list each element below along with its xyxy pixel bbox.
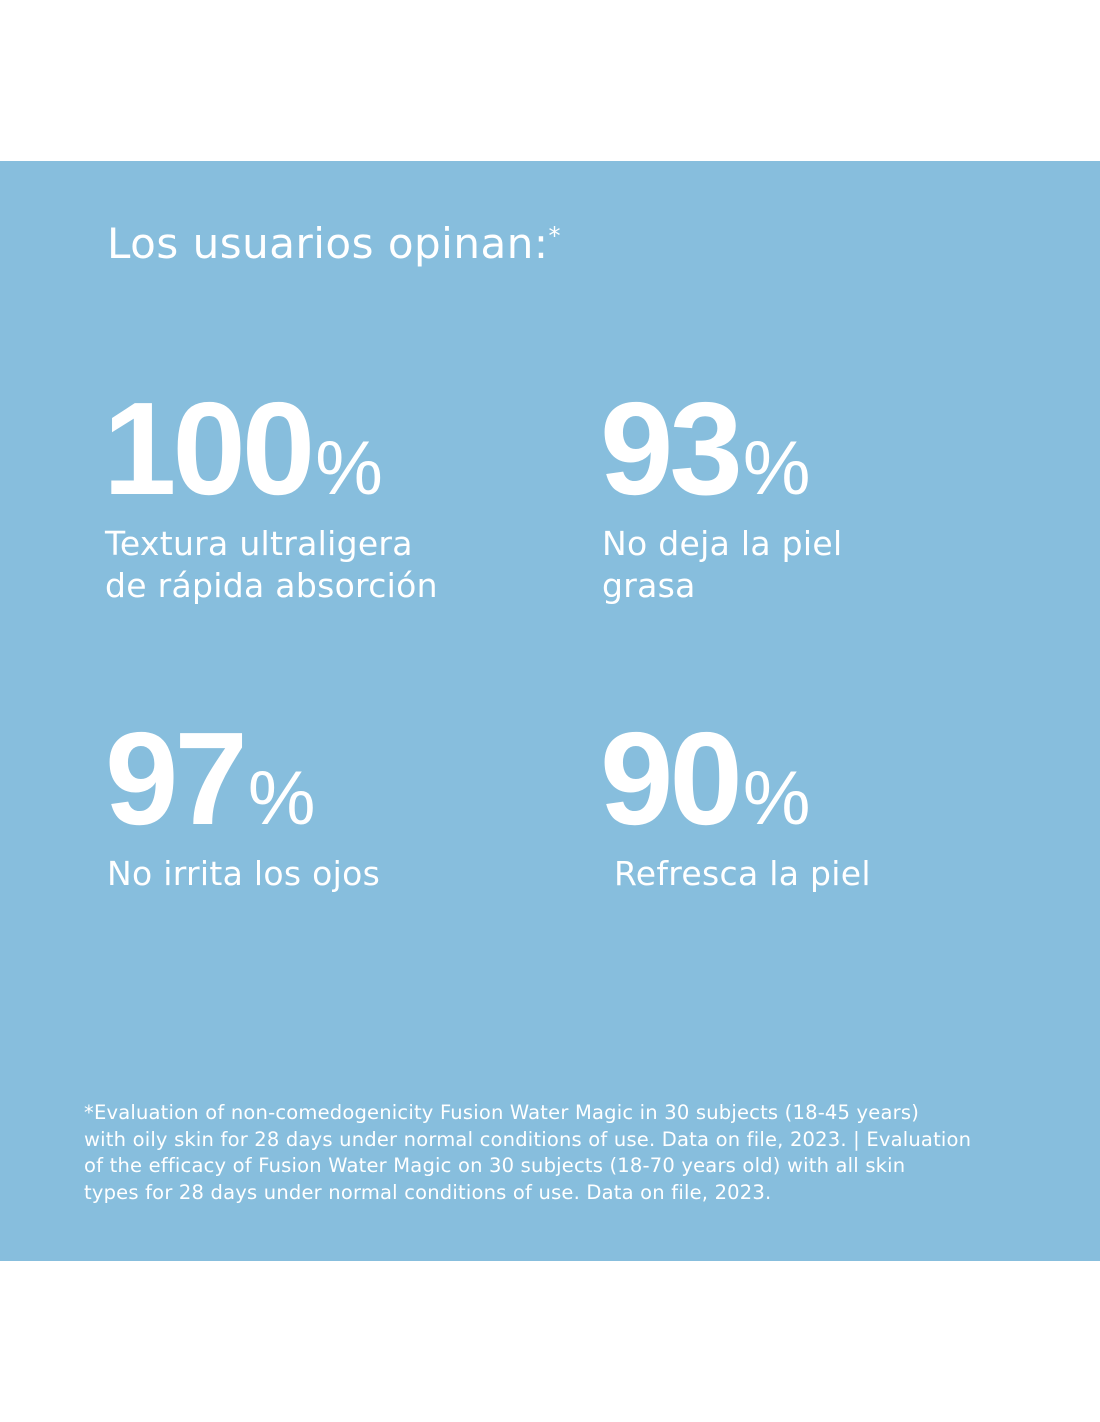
stat: 100% Textura ultraligera de rápida absorci…	[103, 383, 438, 607]
title-wrap: Los usuarios opinan:*	[107, 219, 561, 268]
footnote-line: types for 28 days under normal condition…	[84, 1181, 772, 1205]
stat-label: Refresca la piel	[614, 853, 871, 895]
stat-unit: %	[247, 756, 316, 841]
stat-value: 100	[103, 375, 315, 522]
stat-number: 97%	[105, 713, 380, 845]
stats-panel: Los usuarios opinan:* *Evaluation of non…	[0, 161, 1100, 1261]
title: Los usuarios opinan:	[107, 219, 549, 268]
stat-label-line: Textura ultraligera	[105, 524, 413, 563]
stat-value: 93	[600, 375, 743, 522]
stat-label-line: Refresca la piel	[614, 854, 871, 893]
footnote-line: of the efficacy of Fusion Water Magic on…	[84, 1154, 906, 1178]
stat: 97% No irrita los ojos	[105, 713, 380, 895]
stat-unit: %	[742, 426, 811, 511]
stat-label: No deja la piel grasa	[602, 523, 842, 607]
stat: 93% No deja la piel grasa	[600, 383, 842, 607]
stat-number: 100%	[103, 383, 438, 515]
stat-number: 90%	[600, 713, 871, 845]
stat-unit: %	[742, 756, 811, 841]
title-mark: *	[548, 222, 561, 250]
stat-value: 90	[600, 705, 743, 852]
stat-unit: %	[315, 426, 383, 511]
stat-label: Textura ultraligera de rápida absorción	[105, 523, 438, 607]
stat-number: 93%	[600, 383, 842, 515]
footnote: *Evaluation of non-comedogenicity Fusion…	[84, 1100, 971, 1207]
stat: 90% Refresca la piel	[600, 713, 871, 895]
stat-label-line: No deja la piel	[602, 524, 843, 563]
stat-label-line: grasa	[602, 566, 696, 605]
footnote-line: *Evaluation of non-comedogenicity Fusion…	[84, 1101, 920, 1124]
footnote-line: with oily skin for 28 days under normal …	[84, 1127, 972, 1151]
stat-label: No irrita los ojos	[107, 853, 380, 895]
stat-value: 97	[105, 705, 248, 852]
stat-label-line: No irrita los ojos	[107, 854, 381, 893]
stat-label-line: de rápida absorción	[105, 566, 438, 605]
